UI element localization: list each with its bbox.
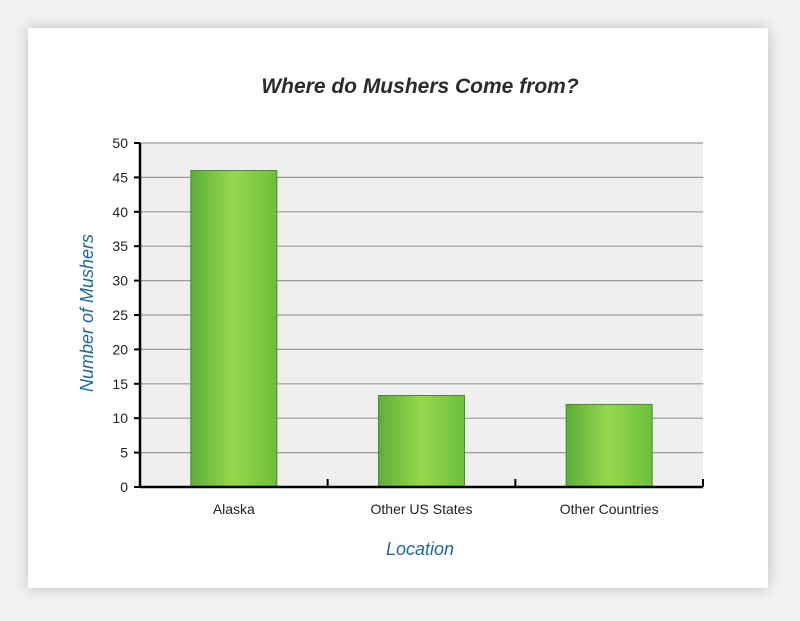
x-axis-title: Location	[386, 539, 454, 559]
y-tick-label: 45	[112, 169, 128, 185]
y-tick-label: 5	[120, 445, 128, 461]
bar-other-countries	[565, 403, 653, 488]
y-tick-label: 50	[112, 135, 128, 151]
y-tick-label: 0	[120, 479, 128, 495]
bars	[190, 170, 653, 488]
y-tick-label: 25	[112, 307, 128, 323]
y-tick-label: 35	[112, 238, 128, 254]
bar-alaska	[190, 170, 278, 488]
x-category-labels: Alaska Other US States Other Countries	[213, 501, 659, 517]
x-category-label: Alaska	[213, 501, 255, 517]
y-tick-label: 30	[112, 273, 128, 289]
axes	[134, 142, 704, 489]
bar-other-us-states	[378, 394, 465, 488]
chart-title: Where do Mushers Come from?	[261, 75, 579, 98]
y-axis-title: Number of Mushers	[77, 234, 97, 392]
y-tick-label: 15	[112, 376, 128, 392]
y-tick-label: 10	[112, 410, 128, 426]
y-tick-labels: 0 5 10 15 20 25 30 35 40 45 50	[112, 135, 128, 495]
y-tick-label: 20	[112, 341, 128, 357]
x-category-label: Other US States	[371, 501, 473, 517]
y-tick-label: 40	[112, 204, 128, 220]
x-category-label: Other Countries	[560, 501, 659, 517]
